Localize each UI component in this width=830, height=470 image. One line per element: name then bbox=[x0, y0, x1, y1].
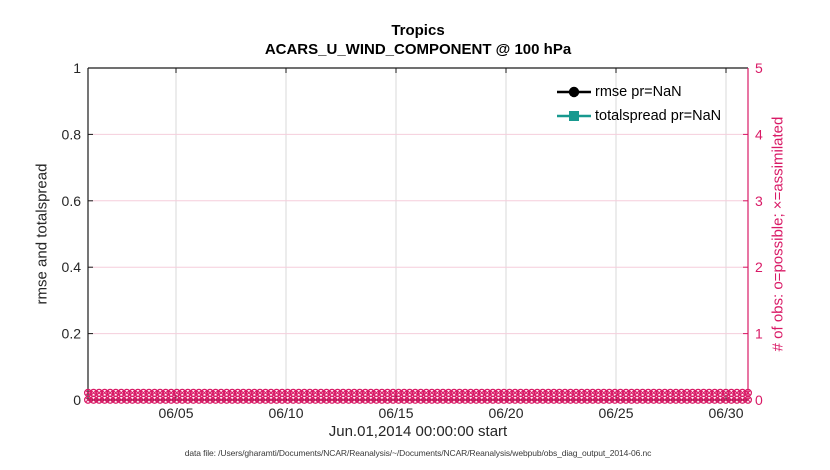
legend-label: rmse pr=NaN bbox=[595, 84, 682, 100]
x-tick-labels: 06/05 06/10 06/15 06/20 06/25 06/30 bbox=[158, 405, 743, 421]
y-right-tick-label: 4 bbox=[755, 126, 763, 142]
y-left-tick-label: 0 bbox=[73, 392, 81, 408]
square-marker-icon bbox=[557, 111, 591, 121]
data-file-caption: data file: /Users/gharamti/Documents/NCA… bbox=[184, 448, 652, 458]
plot-title: Tropics bbox=[391, 22, 445, 39]
y-right-tick-label: 2 bbox=[755, 259, 763, 275]
plot-subtitle: ACARS_U_WIND_COMPONENT @ 100 hPa bbox=[264, 41, 572, 58]
x-tick-label: 06/20 bbox=[488, 405, 523, 421]
legend: rmse pr=NaN totalspread pr=NaN bbox=[556, 80, 721, 128]
y-left-tick-label: 0.2 bbox=[62, 326, 82, 342]
y-right-tick-label: 1 bbox=[755, 326, 763, 342]
y-left-tick-label: 0.6 bbox=[62, 193, 82, 209]
legend-item-rmse: rmse pr=NaN bbox=[556, 80, 721, 104]
x-tick-label: 06/30 bbox=[708, 405, 743, 421]
y-left-tick-label: 0.8 bbox=[62, 126, 82, 142]
x-tick-label: 06/15 bbox=[378, 405, 413, 421]
x-gridlines bbox=[175, 68, 727, 400]
y-left-tick-label: 0.4 bbox=[62, 259, 82, 275]
x-tick-label: 06/25 bbox=[598, 405, 633, 421]
legend-label: totalspread pr=NaN bbox=[595, 108, 722, 124]
y-right-tick-label: 3 bbox=[755, 193, 763, 209]
x-axis-label: Jun.01,2014 00:00:00 start bbox=[328, 423, 508, 440]
x-tick-label: 06/05 bbox=[158, 405, 193, 421]
legend-item-totalspread: totalspread pr=NaN bbox=[556, 104, 721, 128]
y-axis-label-right: # of obs: o=possible; ×=assimilated bbox=[769, 116, 787, 352]
y-gridlines bbox=[88, 133, 748, 335]
y-right-tick-label: 5 bbox=[755, 60, 763, 76]
y-right-tick-label: 0 bbox=[755, 392, 763, 408]
obs-markers-band bbox=[83, 388, 753, 404]
y-right-tick-labels: 0 1 2 3 4 5 bbox=[755, 60, 763, 408]
x-tick-label: 06/10 bbox=[268, 405, 303, 421]
circle-marker-icon bbox=[557, 86, 591, 98]
y-left-tick-labels: 0 0.2 0.4 0.6 0.8 1 bbox=[62, 60, 82, 408]
y-axis-label-left: rmse and totalspread bbox=[33, 163, 51, 305]
y-left-tick-label: 1 bbox=[73, 60, 81, 76]
